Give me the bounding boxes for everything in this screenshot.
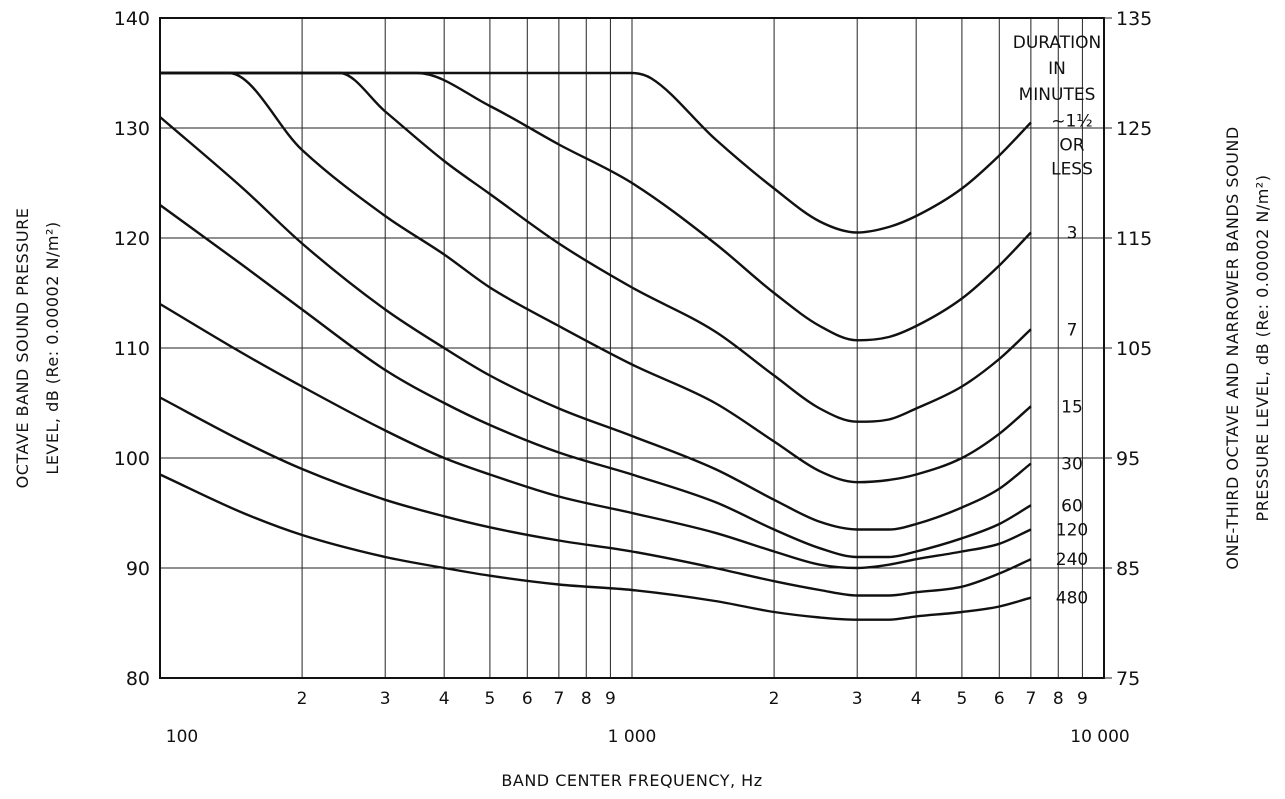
x-tick-6000: 6 — [994, 689, 1005, 709]
x-tick-500: 5 — [484, 689, 495, 709]
x-tick-10000: 10 000 — [1070, 727, 1129, 747]
series-curves — [159, 71, 1032, 621]
duration-label-240: 240 — [1056, 550, 1088, 570]
right-y-tick-95: 95 — [1116, 448, 1140, 470]
left-y-tick-80: 80 — [126, 668, 150, 690]
grid-lines — [160, 18, 1104, 678]
right-y-tick-125: 125 — [1116, 118, 1152, 140]
duration-label-480: 480 — [1056, 589, 1088, 609]
x-tick-300: 3 — [380, 689, 391, 709]
right-y-axis-title-line2: PRESSURE LEVEL, dB (Re: 0.00002 N/m²) — [1253, 175, 1272, 522]
left-y-tick-labels: 80 90 100 110 120 130 140 — [114, 8, 150, 690]
series-curve-120 — [159, 302, 1032, 570]
duration-label-60: 60 — [1061, 496, 1083, 516]
x-tick-5000: 5 — [956, 689, 967, 709]
x-tick-1000: 1 000 — [608, 727, 657, 747]
series-curve-60 — [159, 204, 1032, 559]
duration-label-30: 30 — [1061, 455, 1083, 475]
duration-label-120: 120 — [1056, 521, 1088, 541]
x-tick-600: 6 — [522, 689, 533, 709]
duration-header-line2: IN — [1048, 59, 1066, 79]
left-y-tick-90: 90 — [126, 558, 150, 580]
right-y-tick-labels: 75 85 95 105 115 125 135 — [1104, 8, 1152, 690]
duration-labels: ~1½ OR LESS 3 7 15 30 60 120 240 480 — [1051, 112, 1093, 609]
x-tick-9000: 9 — [1077, 689, 1088, 709]
series-curve-7 — [160, 71, 1032, 423]
right-y-tick-85: 85 — [1116, 558, 1140, 580]
x-tick-200: 2 — [297, 689, 308, 709]
x-tick-3000: 3 — [852, 689, 863, 709]
x-axis-title: BAND CENTER FREQUENCY, Hz — [501, 771, 762, 790]
right-y-tick-135: 135 — [1116, 8, 1152, 30]
x-tick-4000: 4 — [911, 689, 922, 709]
right-y-tick-75: 75 — [1116, 668, 1140, 690]
left-y-axis-title-line1: OCTAVE BAND SOUND PRESSURE — [13, 208, 32, 489]
x-tick-100: 100 — [166, 727, 198, 747]
x-tick-400: 4 — [439, 689, 450, 709]
duration-header-line3: MINUTES — [1019, 85, 1096, 105]
duration-label-3: 3 — [1067, 224, 1078, 244]
left-y-tick-110: 110 — [114, 338, 150, 360]
left-y-tick-100: 100 — [114, 448, 150, 470]
x-tick-7000: 7 — [1025, 689, 1036, 709]
duration-label-15: 15 — [1061, 397, 1083, 417]
left-y-axis-title-line2: LEVEL, dB (Re: 0.00002 N/m²) — [43, 221, 62, 474]
x-tick-800: 8 — [581, 689, 592, 709]
series-curve-240 — [159, 396, 1032, 597]
duration-header-line1: DURATION — [1013, 33, 1101, 53]
left-y-tick-140: 140 — [114, 8, 150, 30]
right-y-tick-105: 105 — [1116, 338, 1152, 360]
x-tick-8000: 8 — [1053, 689, 1064, 709]
series-curve-3 — [160, 71, 1032, 342]
x-tick-900: 9 — [605, 689, 616, 709]
series-curve-30 — [159, 116, 1032, 531]
x-tick-2000: 2 — [769, 689, 780, 709]
series-curve-1-5-or-less — [160, 71, 1032, 234]
right-y-tick-115: 115 — [1116, 228, 1152, 250]
left-y-tick-130: 130 — [114, 118, 150, 140]
left-y-tick-120: 120 — [114, 228, 150, 250]
x-tick-700: 7 — [553, 689, 564, 709]
right-y-axis-title-line1: ONE-THIRD OCTAVE AND NARROWER BANDS SOUN… — [1223, 126, 1242, 569]
duration-label-first-line-0: ~1½ — [1051, 112, 1093, 132]
series-curve-15 — [160, 71, 1032, 484]
duration-label-7: 7 — [1067, 320, 1078, 340]
duration-label-first-line-2: LESS — [1051, 160, 1093, 180]
duration-label-first-line-1: OR — [1059, 136, 1084, 156]
series-curve-480 — [159, 473, 1032, 621]
